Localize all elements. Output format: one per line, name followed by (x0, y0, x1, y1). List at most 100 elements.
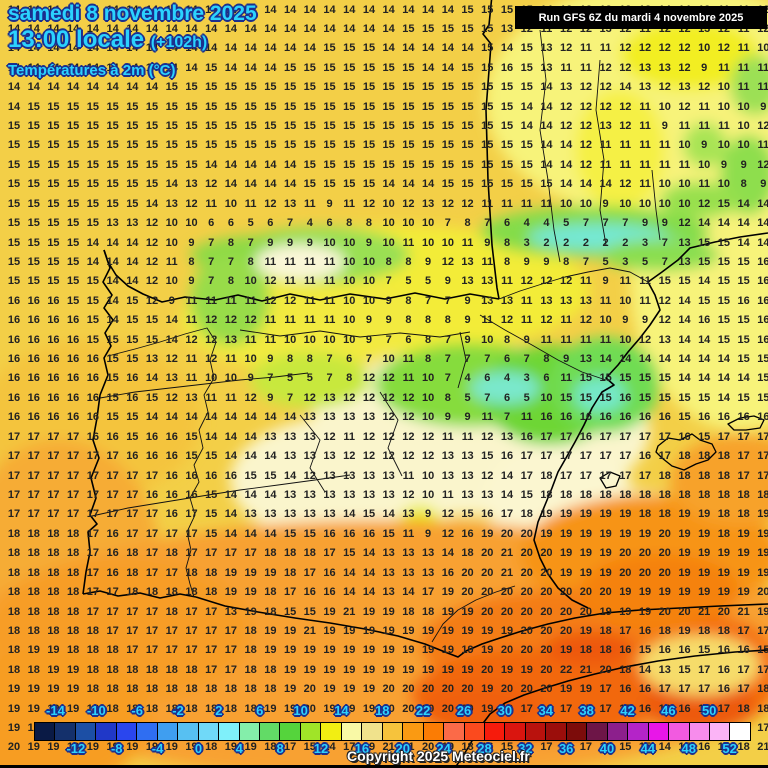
temp-value: 19 (362, 624, 376, 637)
temp-value: 11 (757, 61, 768, 74)
temp-value: 2 (622, 236, 629, 249)
temp-value: 10 (540, 391, 553, 404)
temp-value: 14 (67, 3, 80, 16)
temp-value: 15 (737, 314, 750, 327)
temp-value: 20 (303, 683, 316, 696)
temp-value: 11 (599, 158, 612, 171)
temp-value: 8 (306, 353, 313, 366)
temp-value: 15 (47, 275, 60, 288)
temp-value: 14 (500, 489, 514, 501)
temp-value: 19 (599, 527, 612, 540)
temp-value: 19 (678, 527, 691, 540)
temp-value: 15 (264, 81, 277, 94)
scale-tick-label: 4 (235, 741, 243, 756)
temp-value: 19 (264, 624, 277, 637)
temp-value: 12 (560, 100, 573, 113)
temp-value: 20 (382, 683, 395, 696)
temp-value: 10 (717, 100, 731, 113)
temp-value: 15 (481, 178, 494, 191)
temp-value: 10 (303, 333, 316, 346)
temp-value: 19 (323, 644, 336, 657)
temp-value: 18 (717, 624, 731, 637)
temp-value: 15 (323, 61, 336, 74)
temp-value: 20 (619, 547, 632, 560)
temp-value: 19 (678, 586, 691, 599)
temp-value: 15 (678, 741, 691, 754)
temp-value: 16 (619, 391, 632, 404)
temp-value: 15 (362, 42, 376, 55)
temp-value: 12 (421, 430, 435, 443)
temp-value: 15 (461, 22, 474, 35)
temp-value: 2 (543, 236, 550, 249)
temp-value: 18 (303, 547, 316, 560)
temp-value: 15 (737, 391, 750, 404)
temp-value: 15 (461, 61, 474, 74)
temp-value: 15 (343, 42, 356, 55)
temp-value: 14 (461, 42, 474, 55)
temp-value: 20 (421, 741, 435, 754)
temp-value: 14 (244, 42, 257, 55)
temp-value: 14 (382, 508, 395, 521)
temp-value: 7 (503, 411, 511, 424)
temp-value: 15 (106, 391, 119, 404)
scale-color-cell (381, 722, 404, 741)
temp-value: 16 (520, 741, 533, 754)
temp-value: 20 (560, 624, 573, 637)
temp-value: 14 (126, 3, 139, 16)
temp-value: 14 (244, 411, 257, 424)
temp-value: 12 (165, 353, 178, 366)
temp-value: 14 (540, 139, 553, 152)
temp-value: 19 (244, 605, 257, 618)
temp-value: 18 (165, 547, 178, 560)
temp-value: 10 (165, 236, 178, 249)
temp-value: 15 (343, 158, 356, 171)
temp-value: 18 (757, 683, 768, 696)
temp-value: 11 (639, 120, 651, 133)
temp-value: 11 (185, 294, 198, 307)
temp-value: 17 (540, 741, 553, 754)
temp-value: 8 (247, 255, 254, 268)
scale-tick-label: 12 (313, 741, 329, 756)
temp-value: 13 (303, 411, 316, 424)
temp-value: 4 (523, 217, 530, 230)
temp-value: 14 (757, 217, 768, 230)
temp-value: 17 (421, 586, 435, 599)
temp-value: 10 (619, 294, 632, 307)
temp-value: 15 (678, 411, 691, 424)
temp-value: 14 (7, 3, 21, 16)
temp-value: 19 (619, 586, 632, 599)
scale-tick-label: -4 (151, 741, 164, 756)
temp-value: 13 (244, 508, 257, 521)
temp-value: 16 (27, 411, 40, 424)
temp-value: 15 (343, 61, 356, 74)
temp-value: 14 (343, 586, 356, 599)
scale-tick-label: 14 (334, 703, 349, 718)
temp-value: 15 (67, 158, 80, 171)
temp-value: 14 (698, 333, 711, 346)
temp-value: 14 (224, 22, 238, 35)
temp-value: 8 (425, 333, 432, 346)
scale-tick-label: 20 (395, 741, 410, 756)
temp-value: 15 (106, 353, 119, 366)
temp-value: 8 (425, 314, 432, 327)
temp-value: 18 (658, 469, 671, 482)
temp-value: 16 (757, 294, 768, 307)
temp-value: 21 (382, 741, 395, 754)
temp-value: 12 (145, 294, 159, 307)
temp-value: 14 (717, 391, 731, 404)
temp-value: 17 (757, 722, 768, 735)
temp-value: 15 (421, 22, 435, 35)
temp-value: 17 (145, 508, 159, 521)
temp-value: 12 (698, 81, 711, 94)
temp-value: 15 (244, 469, 257, 482)
temp-value: 14 (224, 3, 238, 16)
temp-value: 13 (421, 566, 435, 579)
temp-value: 8 (227, 236, 234, 249)
temp-value: 10 (224, 197, 238, 210)
temp-value: 6 (267, 217, 274, 230)
temp-value: 18 (27, 586, 40, 599)
temp-value: 17 (145, 547, 159, 560)
temp-value: 14 (7, 22, 21, 35)
temp-value: 19 (599, 508, 612, 521)
temp-value: 13 (461, 469, 474, 482)
